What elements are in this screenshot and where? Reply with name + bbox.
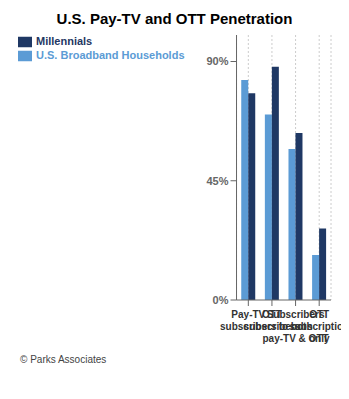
svg-text:90%: 90% [206,55,228,67]
svg-text:OTTsubscriptiononly: OTTsubscriptiononly [289,309,341,344]
svg-text:0%: 0% [213,294,229,306]
svg-text:45%: 45% [206,175,228,187]
